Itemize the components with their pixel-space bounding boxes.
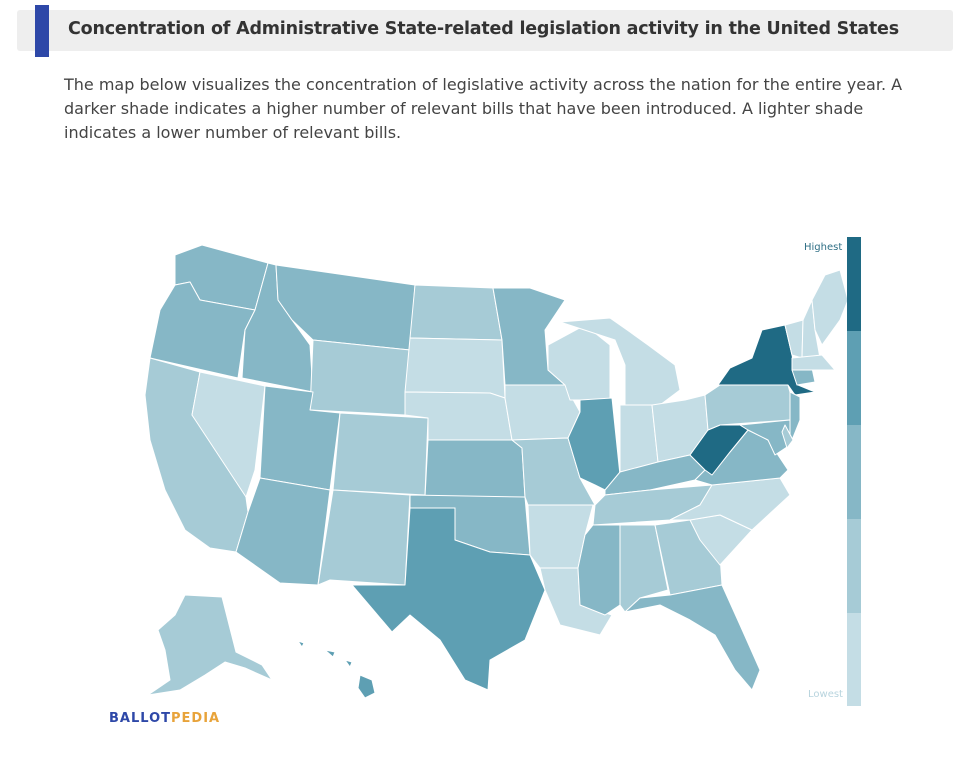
state-IL[interactable] bbox=[567, 397, 621, 491]
state-HI[interactable] bbox=[297, 640, 376, 699]
state-WY[interactable] bbox=[309, 339, 411, 416]
state-MD[interactable] bbox=[739, 419, 791, 456]
state-MA[interactable] bbox=[791, 354, 836, 371]
state-TX[interactable] bbox=[351, 507, 546, 691]
state-AZ[interactable] bbox=[235, 477, 331, 586]
state-AK[interactable] bbox=[147, 594, 273, 696]
legend-swatch-3 bbox=[847, 425, 861, 519]
state-NM[interactable] bbox=[317, 489, 411, 586]
logo-part-1: BALLOT bbox=[109, 711, 171, 726]
state-ND[interactable] bbox=[409, 284, 503, 341]
state-NH[interactable] bbox=[801, 299, 821, 359]
page-title: Concentration of Administrative State-re… bbox=[68, 19, 899, 39]
legend-swatch-lowest bbox=[847, 613, 861, 706]
state-NC[interactable] bbox=[669, 477, 791, 531]
state-ME[interactable] bbox=[811, 269, 849, 346]
state-FL[interactable] bbox=[624, 584, 761, 691]
state-MI[interactable] bbox=[559, 317, 681, 406]
ballotpedia-logo: BALLOTPEDIA bbox=[109, 711, 220, 726]
legend-high-label: Highest bbox=[804, 242, 843, 253]
state-IN[interactable] bbox=[619, 404, 659, 473]
state-CO[interactable] bbox=[332, 412, 429, 496]
logo-part-2: PEDIA bbox=[171, 711, 221, 726]
legend-swatch-2 bbox=[847, 331, 861, 425]
us-choropleth-map bbox=[130, 232, 870, 712]
map-description: The map below visualizes the concentrati… bbox=[64, 75, 903, 142]
state-NV[interactable] bbox=[191, 371, 266, 498]
legend-swatch-highest bbox=[847, 237, 861, 331]
state-SD[interactable] bbox=[404, 337, 506, 399]
legend-low-label: Lowest bbox=[808, 689, 843, 700]
title-accent-bar bbox=[35, 5, 49, 57]
state-DE[interactable] bbox=[781, 424, 794, 449]
state-MS[interactable] bbox=[577, 524, 621, 616]
state-KS[interactable] bbox=[424, 439, 526, 498]
legend-swatch-4 bbox=[847, 519, 861, 613]
title-bar bbox=[17, 10, 953, 51]
